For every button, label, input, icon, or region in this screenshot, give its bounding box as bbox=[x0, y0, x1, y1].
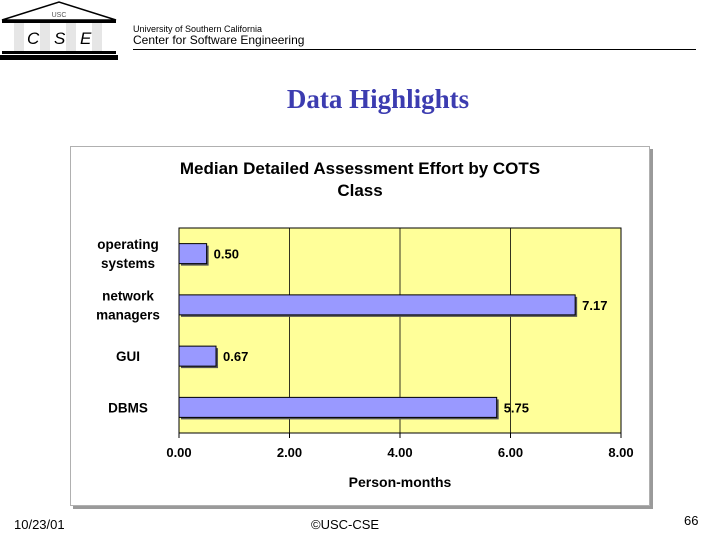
x-axis-label: Person-months bbox=[349, 474, 452, 490]
x-axis-ticks: 0.00 2.00 4.00 6.00 8.00 bbox=[166, 433, 634, 460]
data-label-2: 0.67 bbox=[223, 349, 248, 364]
x-tick-label-0: 0.00 bbox=[166, 445, 191, 460]
chart-title: Median Detailed Assessment Effort by COT… bbox=[180, 159, 540, 200]
logo-letter-e: E bbox=[80, 29, 92, 48]
x-tick-label-2: 4.00 bbox=[387, 445, 412, 460]
bar-chart: Median Detailed Assessment Effort by COT… bbox=[96, 159, 634, 490]
center-name: Center for Software Engineering bbox=[133, 33, 305, 47]
university-name: University of Southern California bbox=[133, 24, 263, 34]
category-label-2-0: GUI bbox=[116, 349, 140, 364]
bar-2 bbox=[178, 345, 217, 367]
category-labels: operating systems network managers GUI DBMS bbox=[96, 237, 160, 415]
category-label-1-1: managers bbox=[96, 307, 160, 322]
logo-letter-c: C bbox=[27, 29, 40, 48]
chart-title-line-1: Class bbox=[337, 181, 382, 200]
data-labels: 0.50 7.17 0.67 5.75 bbox=[214, 247, 608, 416]
x-tick-label-1: 2.00 bbox=[277, 445, 302, 460]
logo-letter-s: S bbox=[54, 29, 66, 48]
data-label-3: 5.75 bbox=[504, 400, 529, 415]
chart-title-line-0: Median Detailed Assessment Effort by COT… bbox=[180, 159, 540, 178]
bar-0 bbox=[178, 243, 208, 265]
bar-1 bbox=[178, 294, 576, 316]
category-label-1-0: network bbox=[102, 288, 154, 303]
category-label-0-1: systems bbox=[101, 256, 155, 271]
x-tick-label-4: 8.00 bbox=[608, 445, 633, 460]
x-tick-label-3: 6.00 bbox=[498, 445, 523, 460]
category-label-3-0: DBMS bbox=[108, 400, 148, 415]
logo-usc-mark: USC bbox=[52, 12, 67, 19]
footer-date: 10/23/01 bbox=[14, 517, 65, 532]
data-label-0: 0.50 bbox=[214, 247, 239, 262]
header-divider bbox=[133, 49, 696, 50]
category-label-0-0: operating bbox=[97, 237, 159, 252]
slide-title: Data Highlights bbox=[286, 84, 470, 114]
bars bbox=[178, 243, 578, 420]
bar-3 bbox=[178, 396, 498, 418]
footer-copyright: ©USC-CSE bbox=[311, 517, 380, 532]
data-label-1: 7.17 bbox=[582, 298, 607, 313]
page-number: 66 bbox=[684, 513, 699, 528]
cse-logo: USC C S E bbox=[0, 1, 118, 60]
